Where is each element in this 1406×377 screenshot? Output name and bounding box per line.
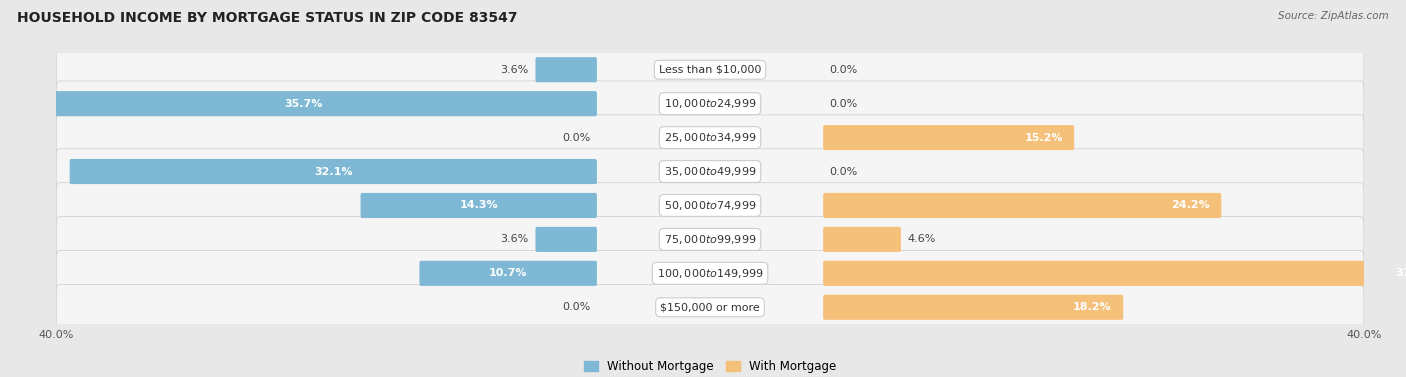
Legend: Without Mortgage, With Mortgage: Without Mortgage, With Mortgage	[579, 356, 841, 377]
FancyBboxPatch shape	[56, 81, 1364, 126]
FancyBboxPatch shape	[823, 125, 1074, 150]
Text: $25,000 to $34,999: $25,000 to $34,999	[664, 131, 756, 144]
Text: $100,000 to $149,999: $100,000 to $149,999	[657, 267, 763, 280]
Text: Less than $10,000: Less than $10,000	[659, 65, 761, 75]
Text: 3.6%: 3.6%	[501, 65, 529, 75]
Text: Source: ZipAtlas.com: Source: ZipAtlas.com	[1278, 11, 1389, 21]
Text: $75,000 to $99,999: $75,000 to $99,999	[664, 233, 756, 246]
Text: 4.6%: 4.6%	[908, 234, 936, 244]
Text: HOUSEHOLD INCOME BY MORTGAGE STATUS IN ZIP CODE 83547: HOUSEHOLD INCOME BY MORTGAGE STATUS IN Z…	[17, 11, 517, 25]
FancyBboxPatch shape	[56, 217, 1364, 262]
FancyBboxPatch shape	[56, 115, 1364, 160]
FancyBboxPatch shape	[56, 183, 1364, 228]
Text: 0.0%: 0.0%	[562, 302, 591, 312]
FancyBboxPatch shape	[823, 193, 1222, 218]
FancyBboxPatch shape	[56, 149, 1364, 194]
Text: 35.7%: 35.7%	[284, 99, 323, 109]
FancyBboxPatch shape	[56, 47, 1364, 92]
Text: 18.2%: 18.2%	[1073, 302, 1112, 312]
Text: 37.9%: 37.9%	[1395, 268, 1406, 278]
FancyBboxPatch shape	[360, 193, 598, 218]
Text: 32.1%: 32.1%	[314, 167, 353, 176]
FancyBboxPatch shape	[11, 91, 598, 116]
Text: $50,000 to $74,999: $50,000 to $74,999	[664, 199, 756, 212]
Text: $10,000 to $24,999: $10,000 to $24,999	[664, 97, 756, 110]
Text: 14.3%: 14.3%	[460, 201, 498, 210]
FancyBboxPatch shape	[56, 251, 1364, 296]
FancyBboxPatch shape	[419, 261, 598, 286]
FancyBboxPatch shape	[56, 285, 1364, 330]
FancyBboxPatch shape	[70, 159, 598, 184]
FancyBboxPatch shape	[823, 227, 901, 252]
Text: 15.2%: 15.2%	[1024, 133, 1063, 143]
Text: 10.7%: 10.7%	[489, 268, 527, 278]
FancyBboxPatch shape	[823, 295, 1123, 320]
Text: 0.0%: 0.0%	[830, 65, 858, 75]
Text: $35,000 to $49,999: $35,000 to $49,999	[664, 165, 756, 178]
FancyBboxPatch shape	[823, 261, 1406, 286]
Text: 0.0%: 0.0%	[562, 133, 591, 143]
FancyBboxPatch shape	[536, 57, 598, 82]
FancyBboxPatch shape	[536, 227, 598, 252]
Text: $150,000 or more: $150,000 or more	[661, 302, 759, 312]
Text: 0.0%: 0.0%	[830, 167, 858, 176]
Text: 0.0%: 0.0%	[830, 99, 858, 109]
Text: 3.6%: 3.6%	[501, 234, 529, 244]
Text: 24.2%: 24.2%	[1171, 201, 1211, 210]
